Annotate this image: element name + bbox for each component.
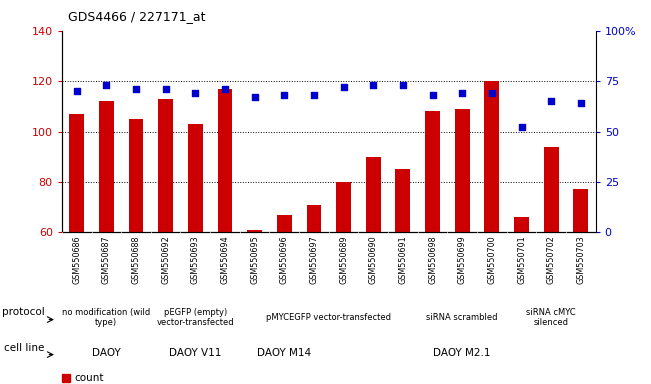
Point bbox=[487, 90, 497, 96]
Text: GSM550687: GSM550687 bbox=[102, 236, 111, 284]
Bar bbox=[396, 169, 410, 232]
Bar bbox=[484, 81, 499, 232]
Text: DAOY V11: DAOY V11 bbox=[169, 348, 221, 358]
Point bbox=[516, 124, 527, 131]
Text: GSM550698: GSM550698 bbox=[428, 236, 437, 284]
Text: GSM550699: GSM550699 bbox=[458, 236, 467, 285]
Text: GSM550695: GSM550695 bbox=[250, 236, 259, 285]
Bar bbox=[514, 217, 529, 232]
Bar bbox=[574, 189, 589, 232]
Bar bbox=[188, 124, 202, 232]
Text: pMYCEGFP vector-transfected: pMYCEGFP vector-transfected bbox=[266, 313, 391, 322]
Point bbox=[427, 92, 437, 98]
Text: GSM550694: GSM550694 bbox=[221, 236, 229, 284]
Text: count: count bbox=[74, 373, 104, 384]
Point bbox=[220, 86, 230, 92]
Text: GSM550702: GSM550702 bbox=[547, 236, 556, 285]
Point bbox=[72, 88, 82, 94]
Bar bbox=[366, 157, 381, 232]
Point bbox=[279, 92, 290, 98]
Text: DAOY: DAOY bbox=[92, 348, 120, 358]
Bar bbox=[336, 182, 351, 232]
Point bbox=[546, 98, 557, 104]
Bar bbox=[425, 111, 440, 232]
Text: siRNA scrambled: siRNA scrambled bbox=[426, 313, 498, 322]
Bar bbox=[62, 374, 70, 382]
Text: GSM550692: GSM550692 bbox=[161, 236, 170, 285]
Point bbox=[131, 86, 141, 92]
Text: GSM550700: GSM550700 bbox=[488, 236, 496, 284]
Text: GSM550697: GSM550697 bbox=[309, 236, 318, 285]
Bar bbox=[99, 101, 114, 232]
Text: GSM550703: GSM550703 bbox=[576, 236, 585, 284]
Text: GSM550688: GSM550688 bbox=[132, 236, 141, 284]
Bar bbox=[277, 215, 292, 232]
Text: GSM550696: GSM550696 bbox=[280, 236, 289, 284]
Text: GSM550686: GSM550686 bbox=[72, 236, 81, 284]
Bar bbox=[307, 205, 322, 232]
Bar bbox=[69, 114, 84, 232]
Text: protocol: protocol bbox=[2, 307, 44, 317]
Text: GSM550691: GSM550691 bbox=[398, 236, 408, 284]
Point bbox=[190, 90, 201, 96]
Point bbox=[398, 82, 408, 88]
Text: GDS4466 / 227171_at: GDS4466 / 227171_at bbox=[68, 10, 206, 23]
Point bbox=[368, 82, 378, 88]
Point bbox=[457, 90, 467, 96]
Bar bbox=[455, 109, 469, 232]
Text: siRNA cMYC
silenced: siRNA cMYC silenced bbox=[527, 308, 576, 328]
Bar bbox=[544, 147, 559, 232]
Point bbox=[575, 100, 586, 106]
Bar bbox=[158, 99, 173, 232]
Text: pEGFP (empty)
vector-transfected: pEGFP (empty) vector-transfected bbox=[156, 308, 234, 328]
Text: GSM550689: GSM550689 bbox=[339, 236, 348, 284]
Bar bbox=[247, 230, 262, 232]
Text: GSM550690: GSM550690 bbox=[368, 236, 378, 284]
Text: cell line: cell line bbox=[4, 343, 44, 353]
Point bbox=[309, 92, 319, 98]
Point bbox=[339, 84, 349, 90]
Text: GSM550693: GSM550693 bbox=[191, 236, 200, 284]
Bar bbox=[217, 89, 232, 232]
Text: DAOY M2.1: DAOY M2.1 bbox=[434, 348, 491, 358]
Text: no modification (wild
type): no modification (wild type) bbox=[62, 308, 150, 328]
Text: DAOY M14: DAOY M14 bbox=[257, 348, 311, 358]
Bar bbox=[128, 119, 143, 232]
Point bbox=[249, 94, 260, 100]
Text: GSM550701: GSM550701 bbox=[517, 236, 526, 284]
Point bbox=[101, 82, 111, 88]
Point bbox=[160, 86, 171, 92]
